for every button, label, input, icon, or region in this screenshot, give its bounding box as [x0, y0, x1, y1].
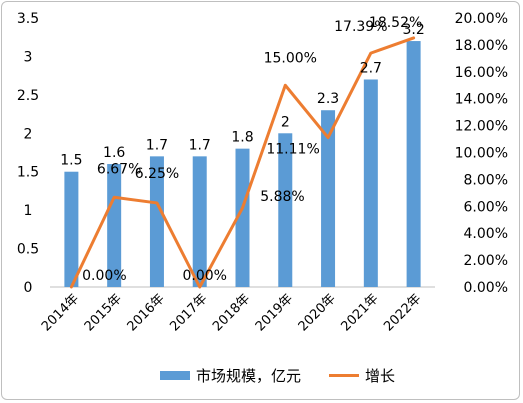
- x-tick-label: 2021年: [338, 291, 381, 334]
- line-series: [69, 36, 416, 289]
- legend: 市场规模，亿元 增长: [160, 367, 395, 385]
- line-data-label: 18.52%: [369, 15, 422, 31]
- x-axis-ticks: 2014年 2015年 2016年 2017年 2018年 2019年 2020年 2021年…: [39, 291, 424, 334]
- bar-data-label: 2.3: [317, 91, 339, 107]
- line-data-label: 11.11%: [266, 142, 319, 158]
- left-tick-label: 2.5: [17, 88, 39, 104]
- right-tick-label: 12.00%: [455, 119, 508, 135]
- bar-data-label: 2.7: [360, 60, 382, 76]
- right-tick-label: 2.00%: [464, 253, 508, 269]
- bar-data-label: 3.2: [402, 22, 424, 38]
- right-tick-label: 16.00%: [455, 65, 508, 81]
- x-tick-label: 2014年: [39, 291, 82, 334]
- line-data-label: 15.00%: [264, 50, 317, 66]
- line-data-label: 0.00%: [182, 268, 226, 284]
- line-data-label: 0.00%: [82, 268, 126, 284]
- right-tick-label: 14.00%: [455, 92, 508, 108]
- left-axis-ticks: 0 0.5 1 1.5 2 2.5 3 3.5: [17, 11, 39, 296]
- right-axis-ticks: 0.00% 2.00% 4.00% 6.00% 8.00% 10.00% 12.00% 14.…: [455, 11, 508, 296]
- x-tick-label: 2015年: [82, 291, 125, 334]
- left-tick-label: 1: [24, 203, 33, 219]
- bar: [64, 171, 79, 287]
- right-tick-label: 8.00%: [464, 172, 508, 188]
- bar: [321, 110, 336, 287]
- legend-line-label: 增长: [365, 367, 395, 385]
- bar: [149, 156, 164, 287]
- line-data-label: 6.25%: [135, 166, 179, 182]
- legend-bar-label: 市场规模，亿元: [196, 367, 301, 385]
- bar-data-label: 1.5: [60, 153, 82, 169]
- left-tick-label: 3: [24, 49, 33, 65]
- x-tick-label: 2022年: [381, 291, 424, 334]
- x-tick-label: 2018年: [210, 291, 253, 334]
- bar: [406, 41, 421, 287]
- line-data-label: 6.67%: [97, 161, 141, 177]
- left-tick-label: 0: [24, 280, 33, 296]
- x-tick-label: 2019年: [253, 291, 296, 334]
- bar: [107, 164, 122, 287]
- line-data-label: 5.88%: [260, 189, 304, 205]
- bar-data-label: 1.7: [189, 137, 211, 153]
- bar: [235, 148, 250, 287]
- legend-bar-swatch: [160, 371, 190, 380]
- left-tick-label: 3.5: [17, 11, 39, 27]
- right-tick-label: 10.00%: [455, 146, 508, 162]
- bar-data-label: 1.6: [103, 145, 125, 161]
- bar: [363, 79, 378, 287]
- bar: [192, 156, 207, 287]
- x-tick-label: 2020年: [296, 291, 339, 334]
- right-tick-label: 6.00%: [464, 199, 508, 215]
- x-tick-label: 2017年: [167, 291, 210, 334]
- bar-data-label: 1.8: [231, 130, 253, 146]
- right-tick-label: 4.00%: [464, 226, 508, 242]
- right-tick-label: 18.00%: [455, 38, 508, 54]
- x-tick-label: 2016年: [125, 291, 168, 334]
- bar-data-labels: 1.5 1.6 1.7 1.7 1.8 2 2.3 2.7 3.2: [60, 22, 424, 169]
- right-tick-label: 20.00%: [455, 11, 508, 27]
- line-data-labels: 0.00% 6.67%6.25% 0.00% 5.88% 15.00% 11.11% 17.…: [82, 15, 422, 284]
- bar-data-label: 1.7: [146, 137, 168, 153]
- right-tick-label: 0.00%: [464, 280, 508, 296]
- bar-data-label: 2: [281, 114, 290, 130]
- left-tick-label: 2: [24, 126, 33, 142]
- left-tick-label: 0.5: [17, 242, 39, 258]
- bar-series: [64, 41, 421, 287]
- bar: [278, 133, 293, 287]
- line-data-label: 17.39%: [334, 19, 387, 35]
- left-tick-label: 1.5: [17, 165, 39, 181]
